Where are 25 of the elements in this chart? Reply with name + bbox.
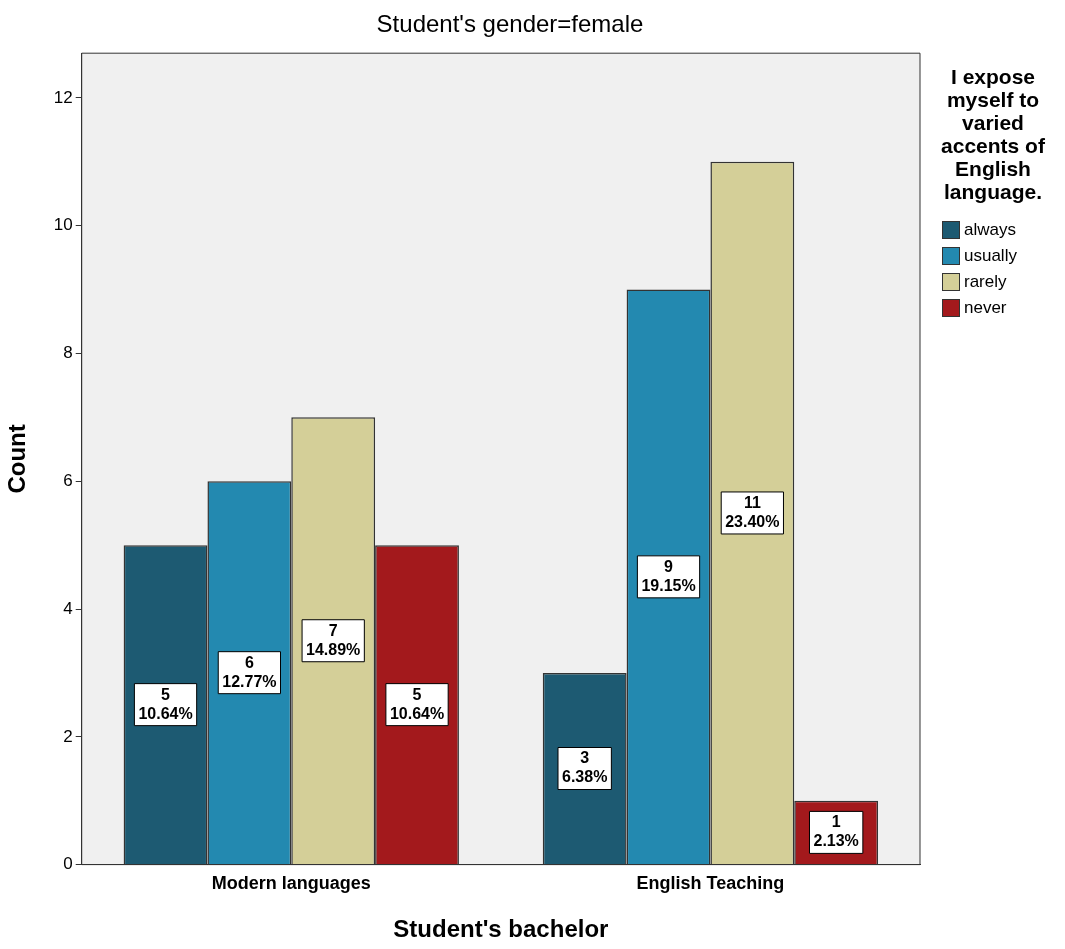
data-label: 7 14.89%	[306, 621, 361, 658]
y-tick-label: 10	[53, 215, 73, 235]
x-tick-label: English Teaching	[636, 873, 785, 894]
data-label: 3 6.38%	[562, 749, 608, 786]
x-axis-title: Student's bachelor	[393, 915, 609, 943]
legend-title: I expose myself to varied accents of English language.	[940, 65, 1046, 203]
legend-label: always	[964, 220, 1016, 240]
y-tick-label: 8	[63, 343, 73, 363]
chart-title: Student's gender=female	[375, 10, 645, 38]
y-tick-label: 12	[53, 87, 73, 107]
data-label: 6 12.77%	[222, 653, 277, 690]
data-label: 9 19.15%	[641, 557, 696, 594]
data-label: 11 23.40%	[725, 493, 780, 530]
y-tick-label: 6	[63, 470, 73, 490]
data-label: 5 10.64%	[389, 685, 445, 722]
x-tick-label: Modern languages	[211, 873, 371, 894]
y-tick-label: 4	[63, 598, 73, 618]
legend-label: rarely	[964, 272, 1007, 292]
data-label: 5 10.64%	[138, 685, 193, 722]
data-label: 1 2.13%	[813, 813, 859, 850]
y-tick-label: 2	[63, 726, 73, 746]
y-axis-title: Count	[3, 424, 31, 494]
legend-label: usually	[964, 246, 1017, 266]
y-tick-label: 0	[63, 854, 73, 874]
legend-label: never	[964, 298, 1007, 318]
